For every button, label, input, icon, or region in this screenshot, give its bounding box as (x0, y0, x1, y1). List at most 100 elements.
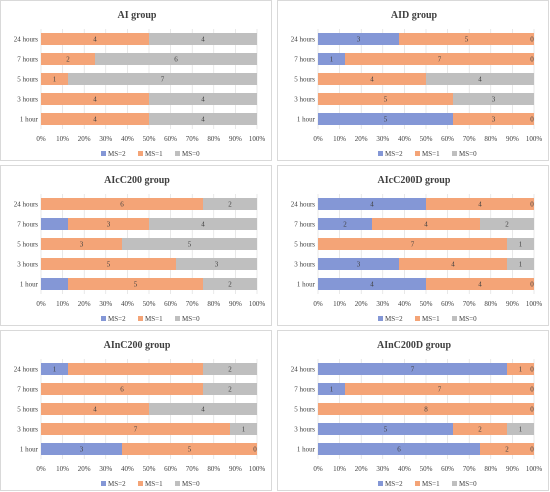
x-tick-label: 20% (78, 300, 91, 308)
category-label: 5 hours (17, 241, 38, 249)
legend-swatch-ms-1 (415, 151, 420, 156)
legend-label: MS=2 (108, 480, 126, 488)
x-tick-label: 80% (484, 465, 497, 473)
legend-swatch-ms-2 (378, 481, 383, 486)
data-label: 4 (370, 201, 374, 209)
chart-svg: AIcC200D group 0% 10% 20% 30% 40% 50% 60% 70% 80%… (291, 175, 543, 323)
legend-swatch-ms-0 (452, 316, 457, 321)
data-label: 5 (107, 261, 111, 269)
data-label: 3 (215, 261, 219, 269)
x-tick-label: 80% (207, 135, 220, 143)
x-tick-label: 100% (249, 300, 266, 308)
bar-ms-0 (230, 423, 257, 435)
x-tick-label: 10% (56, 300, 69, 308)
data-label: 5 (384, 96, 388, 104)
category-label: 24 hours (14, 201, 39, 209)
legend-swatch-ms-1 (415, 316, 420, 321)
legend-label: MS=2 (385, 315, 403, 323)
legend-label: MS=1 (422, 480, 440, 488)
bar-ms-1 (372, 218, 480, 230)
bar-ms-2 (318, 113, 453, 125)
bar-ms-1 (318, 93, 453, 105)
x-tick-label: 30% (99, 465, 112, 473)
bar-ms-1 (41, 258, 176, 270)
x-tick-label: 90% (229, 135, 242, 143)
x-tick-label: 10% (56, 135, 69, 143)
x-tick-label: 10% (333, 300, 346, 308)
x-tick-label: 20% (355, 300, 368, 308)
chart-svg: AI group 0% 10% 20% 30% 40% 50% 60% 70% 80% 90% 100… (14, 10, 266, 158)
bar-ms-2 (318, 198, 426, 210)
data-label: 0 (530, 116, 534, 124)
category-label: 24 hours (14, 36, 39, 44)
chart-panel-aid: AID group 0% 10% 20% 30% 40% 50% 60% 70% 80% 90% 10… (277, 0, 549, 161)
category-label: 3 hours (294, 96, 315, 104)
bar-ms-0 (507, 423, 534, 435)
data-label: 2 (228, 386, 232, 394)
data-label: 6 (120, 386, 124, 394)
x-tick-label: 90% (506, 300, 519, 308)
bar-ms-2 (318, 423, 453, 435)
data-label: 2 (478, 426, 482, 434)
data-label: 0 (530, 366, 534, 374)
category-label: 1 hour (20, 281, 39, 289)
x-tick-label: 40% (121, 135, 134, 143)
bar-ms-2 (41, 218, 68, 230)
legend-swatch-ms-1 (415, 481, 420, 486)
legend-swatch-ms-0 (175, 151, 180, 156)
category-label: 24 hours (291, 36, 316, 44)
bar-ms-1 (122, 443, 257, 455)
x-tick-label: 30% (376, 135, 389, 143)
data-label: 2 (505, 446, 509, 454)
legend-label: MS=0 (182, 480, 200, 488)
data-label: 0 (530, 446, 534, 454)
bar-ms-1 (345, 53, 534, 65)
bar-ms-1 (345, 383, 534, 395)
data-label: 4 (201, 116, 205, 124)
data-label: 1 (53, 366, 57, 374)
bar-ms-1 (41, 93, 149, 105)
data-label: 2 (343, 221, 347, 229)
x-tick-label: 30% (376, 300, 389, 308)
data-label: 5 (188, 241, 192, 249)
bar-ms-2 (41, 278, 68, 290)
x-tick-label: 20% (355, 465, 368, 473)
legend-label: MS=0 (459, 315, 477, 323)
legend-swatch-ms-2 (101, 316, 106, 321)
x-tick-label: 70% (186, 135, 199, 143)
data-label: 4 (424, 221, 428, 229)
x-tick-label: 40% (398, 135, 411, 143)
bar-ms-0 (203, 278, 257, 290)
x-tick-label: 30% (376, 465, 389, 473)
x-tick-label: 30% (99, 135, 112, 143)
bar-ms-0 (149, 113, 257, 125)
chart-svg: AInC200 group 0% 10% 20% 30% 40% 50% 60% 70% 80% 9… (14, 340, 266, 488)
data-label: 2 (228, 281, 232, 289)
category-label: 5 hours (294, 406, 315, 414)
legend-label: MS=2 (385, 480, 403, 488)
bar-ms-0 (507, 238, 534, 250)
bar-ms-1 (41, 238, 122, 250)
data-label: 3 (357, 261, 361, 269)
x-tick-label: 70% (463, 135, 476, 143)
data-label: 4 (93, 36, 97, 44)
category-label: 1 hour (20, 116, 39, 124)
bar-ms-1 (318, 73, 426, 85)
category-label: 24 hours (291, 366, 316, 374)
x-tick-label: 50% (143, 300, 156, 308)
bar-ms-1 (426, 278, 534, 290)
bar-ms-0 (480, 218, 534, 230)
chart-title: AI group (118, 10, 157, 21)
category-label: 3 hours (17, 261, 38, 269)
legend-swatch-ms-2 (378, 316, 383, 321)
data-label: 1 (519, 261, 523, 269)
chart-panel-ainc200d: AInC200D group 0% 10% 20% 30% 40% 50% 60% 70% 80%… (277, 330, 549, 491)
bar-ms-1 (426, 198, 534, 210)
bar-ms-2 (318, 363, 507, 375)
data-label: 7 (438, 386, 442, 394)
data-label: 4 (370, 76, 374, 84)
x-tick-label: 40% (398, 300, 411, 308)
data-label: 2 (66, 56, 70, 64)
legend-swatch-ms-2 (101, 481, 106, 486)
data-label: 3 (80, 241, 84, 249)
